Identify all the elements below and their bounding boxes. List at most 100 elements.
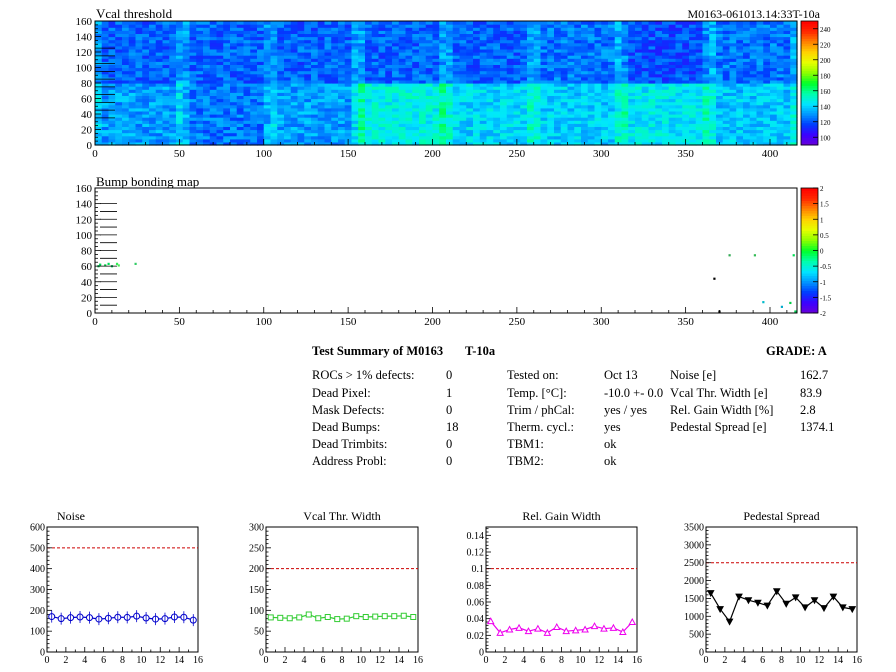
threshold-cell: [419, 21, 427, 25]
threshold-cell: [243, 30, 251, 34]
threshold-cell: [716, 120, 724, 124]
result-value: 2.8: [800, 403, 816, 417]
threshold-cell: [790, 117, 798, 121]
threshold-cell: [776, 92, 785, 96]
threshold-cell: [284, 21, 292, 25]
threshold-cell: [628, 98, 636, 103]
x-tick-label: 400: [762, 148, 779, 160]
threshold-cell: [122, 33, 130, 38]
threshold-cell: [196, 64, 204, 69]
threshold-cell: [108, 86, 116, 90]
threshold-cell: [736, 70, 744, 75]
threshold-cell: [783, 67, 791, 72]
threshold-cell: [385, 132, 393, 137]
threshold-cell: [176, 73, 184, 78]
threshold-cell: [169, 76, 177, 81]
threshold-cell: [783, 114, 791, 118]
threshold-cell: [257, 33, 265, 38]
threshold-cell: [243, 61, 251, 65]
threshold-cell: [716, 107, 724, 112]
threshold-cell: [290, 76, 299, 81]
threshold-cell: [506, 107, 515, 112]
threshold-cell: [155, 70, 164, 75]
threshold-cell: [770, 92, 778, 96]
threshold-cell: [547, 42, 555, 47]
threshold-cell: [257, 117, 265, 121]
y-tick-label: 60: [81, 261, 93, 273]
threshold-cell: [709, 64, 717, 69]
threshold-cell: [230, 45, 238, 50]
threshold-cell: [392, 42, 400, 47]
threshold-cell: [304, 42, 312, 47]
threshold-cell: [311, 48, 319, 53]
threshold-cell: [142, 30, 150, 34]
threshold-cell: [155, 107, 164, 112]
threshold-cell: [236, 61, 245, 65]
threshold-cell: [594, 76, 602, 81]
threshold-cell: [520, 42, 528, 47]
threshold-cell: [371, 45, 380, 50]
threshold-cell: [135, 24, 143, 28]
threshold-cell: [101, 95, 110, 100]
threshold-cell: [675, 110, 683, 115]
palette-band: [801, 60, 818, 64]
threshold-cell: [108, 73, 116, 78]
threshold-cell: [493, 86, 501, 90]
threshold-cell: [95, 52, 103, 56]
threshold-cell: [432, 135, 440, 140]
threshold-cell: [756, 76, 764, 81]
threshold-cell: [419, 92, 427, 96]
threshold-cell: [743, 104, 751, 109]
threshold-cell: [439, 36, 447, 41]
condition-label: Temp. [°C]:: [507, 386, 567, 400]
threshold-cell: [446, 117, 454, 121]
threshold-cell: [277, 135, 285, 140]
palette-band: [801, 83, 818, 86]
threshold-cell: [763, 101, 771, 106]
vcal-threshold-map: 0 50 100 150 200 250 300 350 4000204060801001201…: [76, 16, 832, 160]
threshold-cell: [722, 58, 731, 62]
threshold-cell: [250, 123, 258, 127]
threshold-cell: [473, 48, 481, 53]
threshold-cell: [216, 45, 224, 50]
threshold-cell: [270, 76, 278, 81]
threshold-cell: [486, 67, 494, 72]
threshold-cell: [641, 45, 650, 50]
threshold-cell: [351, 129, 359, 134]
threshold-cell: [587, 117, 596, 121]
threshold-cell: [135, 114, 143, 118]
threshold-cell: [290, 129, 299, 134]
threshold-cell: [304, 58, 312, 62]
threshold-cell: [236, 33, 245, 38]
threshold-cell: [169, 104, 177, 109]
threshold-cell: [662, 114, 670, 118]
threshold-cell: [425, 114, 434, 118]
threshold-cell: [398, 45, 407, 50]
threshold-cell: [297, 86, 305, 90]
threshold-cell: [635, 36, 643, 41]
threshold-cell: [479, 76, 488, 81]
threshold-cell: [203, 135, 211, 140]
palette-tick-label: 140: [820, 103, 831, 111]
x-tick-label: 50: [174, 148, 186, 160]
threshold-cell: [196, 114, 204, 118]
threshold-cell: [452, 52, 461, 56]
threshold-cell: [513, 92, 521, 96]
threshold-cell: [547, 83, 555, 87]
threshold-cell: [513, 101, 521, 106]
threshold-cell: [209, 138, 218, 143]
threshold-cell: [223, 79, 231, 84]
threshold-cell: [297, 21, 305, 25]
threshold-cell: [722, 42, 731, 47]
threshold-cell: [668, 123, 677, 127]
x-tick-label: 100: [256, 148, 273, 160]
threshold-cell: [641, 61, 650, 65]
threshold-cell: [311, 129, 319, 134]
threshold-cell: [756, 48, 764, 53]
threshold-cell: [446, 73, 454, 78]
threshold-cell: [257, 141, 265, 146]
threshold-cell: [257, 64, 265, 69]
threshold-cell: [648, 79, 656, 84]
threshold-cell: [209, 30, 218, 34]
threshold-cell: [115, 89, 123, 93]
